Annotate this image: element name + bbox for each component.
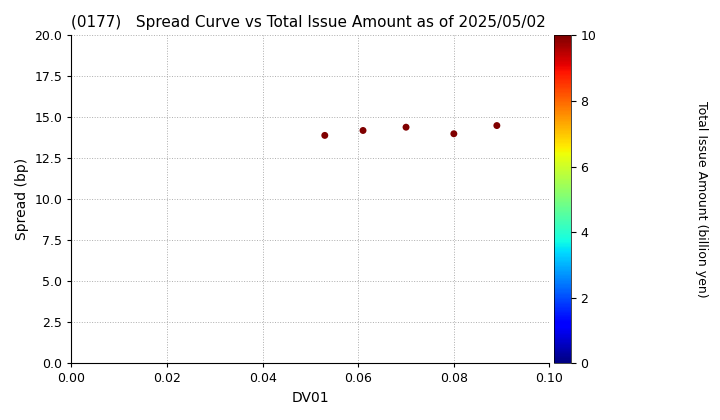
Point — [400, 124, 412, 131]
Y-axis label: Total Issue Amount (billion yen): Total Issue Amount (billion yen) — [695, 101, 708, 298]
Point — [319, 132, 330, 139]
Point — [491, 122, 503, 129]
Text: (0177)   Spread Curve vs Total Issue Amount as of 2025/05/02: (0177) Spread Curve vs Total Issue Amoun… — [71, 15, 546, 30]
Point — [448, 130, 459, 137]
X-axis label: DV01: DV01 — [292, 391, 329, 405]
Y-axis label: Spread (bp): Spread (bp) — [15, 158, 29, 240]
Point — [357, 127, 369, 134]
